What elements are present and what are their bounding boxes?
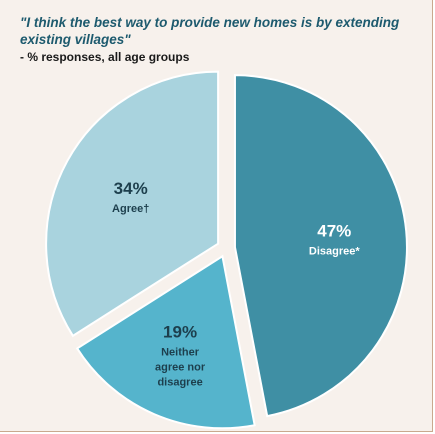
pie-slice-neither: [75, 254, 256, 430]
slice-percent-disagree: 47%: [317, 221, 351, 240]
slice-label-agree: Agree†: [112, 203, 149, 215]
chart-subtitle: - % responses, all age groups: [20, 50, 190, 64]
slice-percent-neither: 19%: [163, 323, 197, 342]
slice-label-neither: Neither: [161, 347, 200, 359]
pie-slice-disagree: [233, 74, 408, 418]
pie-slice-agree: [45, 70, 220, 338]
slice-label-disagree: Disagree*: [309, 245, 360, 257]
chart-title: "I think the best way to provide new hom…: [20, 15, 400, 47]
slice-label-neither: agree nor: [155, 362, 206, 374]
slice-label-neither: disagree: [157, 377, 202, 389]
slice-percent-agree: 34%: [114, 179, 148, 198]
